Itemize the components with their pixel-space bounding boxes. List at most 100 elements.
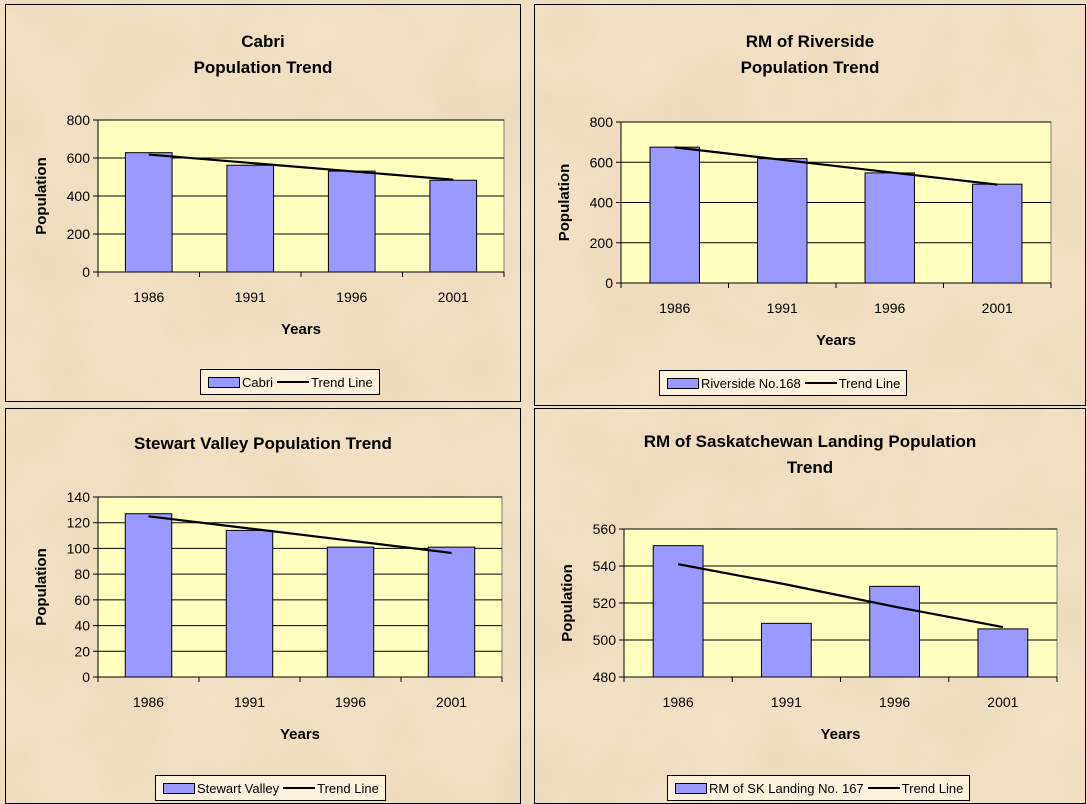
y-tick-label: 140 xyxy=(67,489,91,505)
y-axis-title: Population xyxy=(33,548,50,626)
x-tick-label: 1996 xyxy=(335,694,366,710)
chart-panel-cabri: Cabri Population Trend 0 200 400 600 800 1986… xyxy=(5,4,521,402)
legend-trend-label: Trend Line xyxy=(901,780,964,796)
chart-title-line-2: Population Trend xyxy=(740,58,880,77)
bar xyxy=(972,183,1023,284)
bar xyxy=(225,529,274,678)
trend-line xyxy=(148,515,452,555)
bar xyxy=(427,546,476,678)
y-tick-label: 0 xyxy=(82,669,90,685)
legend-trend-line-sample xyxy=(277,381,310,383)
bar xyxy=(124,513,173,678)
x-tick-label: 2001 xyxy=(982,300,1013,316)
chart-title: RM of Riverside Population Trend xyxy=(535,29,1085,81)
legend-trend-label: Trend Line xyxy=(311,374,373,390)
chart-legend: Riverside No.168 Trend Line xyxy=(659,370,908,396)
chart-panel-riverside: RM of Riverside Population Trend 0 200 400… xyxy=(534,4,1086,406)
x-axis-title: Years xyxy=(820,726,860,743)
bar xyxy=(864,172,915,284)
chart-stewart-valley: 0 20 40 60 80 100 120 140 1986 1991 1996 2001 Years P… xyxy=(33,489,503,743)
chart-riverside: 0 200 400 600 800 1986 1991 1996 2001 Years Popula… xyxy=(556,114,1052,349)
legend-trend-label: Trend Line xyxy=(838,375,901,391)
legend-bar-swatch xyxy=(208,376,240,388)
legend-bar-swatch xyxy=(675,782,707,794)
y-tick-label: 600 xyxy=(590,154,614,170)
y-tick-label: 560 xyxy=(593,521,617,537)
bar xyxy=(757,158,808,284)
y-tick-label: 120 xyxy=(67,515,91,531)
chart-legend: Cabri Trend Line xyxy=(200,369,380,395)
x-tick-label: 2001 xyxy=(438,289,469,305)
x-tick-label: 1986 xyxy=(133,289,164,305)
legend-item-trend: Trend Line xyxy=(864,780,964,796)
legend-series-label: RM of SK Landing No. 167 xyxy=(709,780,864,796)
chart-title-line-2: Trend xyxy=(786,458,834,477)
y-tick-label: 520 xyxy=(593,595,617,611)
y-tick-label: 600 xyxy=(67,150,91,166)
x-tick-label: 1991 xyxy=(771,694,802,710)
bar xyxy=(760,622,812,678)
chart-title-line-2: Population Trend xyxy=(193,58,333,77)
chart-panel-sk-landing: RM of Saskatchewan Landing Population Tr… xyxy=(534,408,1086,804)
bar xyxy=(649,146,700,284)
legend-series-label: Stewart Valley xyxy=(197,780,280,796)
legend-item-series: Riverside No.168 xyxy=(667,376,801,391)
legend-item-series: Cabri xyxy=(208,375,273,390)
x-tick-label: 1991 xyxy=(234,694,265,710)
chart-title-line-1: Cabri xyxy=(241,32,285,51)
trend-line xyxy=(674,146,998,186)
y-tick-label: 80 xyxy=(74,566,90,582)
legend-bar-swatch xyxy=(667,377,699,389)
legend-trend-line-sample xyxy=(804,382,837,384)
trend-line xyxy=(677,563,1004,629)
chart-title-line-1: RM of Saskatchewan Landing Population xyxy=(643,432,977,451)
bar xyxy=(429,179,478,273)
y-tick-label: 540 xyxy=(593,558,617,574)
y-tick-label: 400 xyxy=(67,188,91,204)
x-tick-label: 2001 xyxy=(436,694,467,710)
x-tick-label: 1986 xyxy=(133,694,164,710)
bar xyxy=(869,585,921,678)
y-tick-label: 0 xyxy=(605,275,613,291)
chart-title: Cabri Population Trend xyxy=(6,29,520,81)
bar xyxy=(977,628,1029,678)
x-tick-label: 1986 xyxy=(663,694,694,710)
trend-line xyxy=(148,153,454,181)
x-tick-label: 1996 xyxy=(336,289,367,305)
y-tick-label: 800 xyxy=(67,112,91,128)
chart-title-line-1: RM of Riverside xyxy=(745,32,875,51)
legend-trend-line-sample xyxy=(867,787,900,789)
chart-title: RM of Saskatchewan Landing Population Tr… xyxy=(535,429,1085,481)
chart-panel-stewart-valley: Stewart Valley Population Trend 0 20 40 60 8… xyxy=(5,408,521,804)
chart-title: Stewart Valley Population Trend xyxy=(6,431,520,457)
legend-trend-line-sample xyxy=(283,787,316,789)
y-tick-label: 800 xyxy=(590,114,614,130)
legend-item-series: RM of SK Landing No. 167 xyxy=(675,781,864,796)
legend-item-trend: Trend Line xyxy=(801,375,901,391)
y-tick-label: 20 xyxy=(74,643,90,659)
y-tick-label: 60 xyxy=(74,592,90,608)
legend-item-trend: Trend Line xyxy=(273,375,373,390)
y-axis-title: Population xyxy=(33,157,50,235)
y-tick-label: 40 xyxy=(74,618,90,634)
x-tick-label: 1996 xyxy=(879,694,910,710)
x-axis-title: Years xyxy=(816,332,856,349)
bar xyxy=(326,546,375,678)
legend-item-trend: Trend Line xyxy=(279,781,379,796)
y-tick-label: 400 xyxy=(590,195,614,211)
legend-bar-swatch xyxy=(163,782,195,794)
bar xyxy=(226,164,275,273)
chart-title-line-1: Stewart Valley Population Trend xyxy=(134,434,392,453)
x-tick-label: 1996 xyxy=(874,300,905,316)
bar xyxy=(327,170,376,273)
x-tick-label: 1991 xyxy=(767,300,798,316)
y-axis-title: Population xyxy=(559,564,576,642)
bar xyxy=(652,545,704,678)
y-tick-label: 100 xyxy=(67,540,91,556)
chart-cabri: 0 200 400 600 800 1986 1991 1996 2001 Years Popula… xyxy=(33,112,505,338)
y-tick-label: 200 xyxy=(67,226,91,242)
x-axis-title: Years xyxy=(280,726,320,743)
y-tick-label: 500 xyxy=(593,632,617,648)
x-tick-label: 1991 xyxy=(235,289,266,305)
y-tick-label: 480 xyxy=(593,669,617,685)
